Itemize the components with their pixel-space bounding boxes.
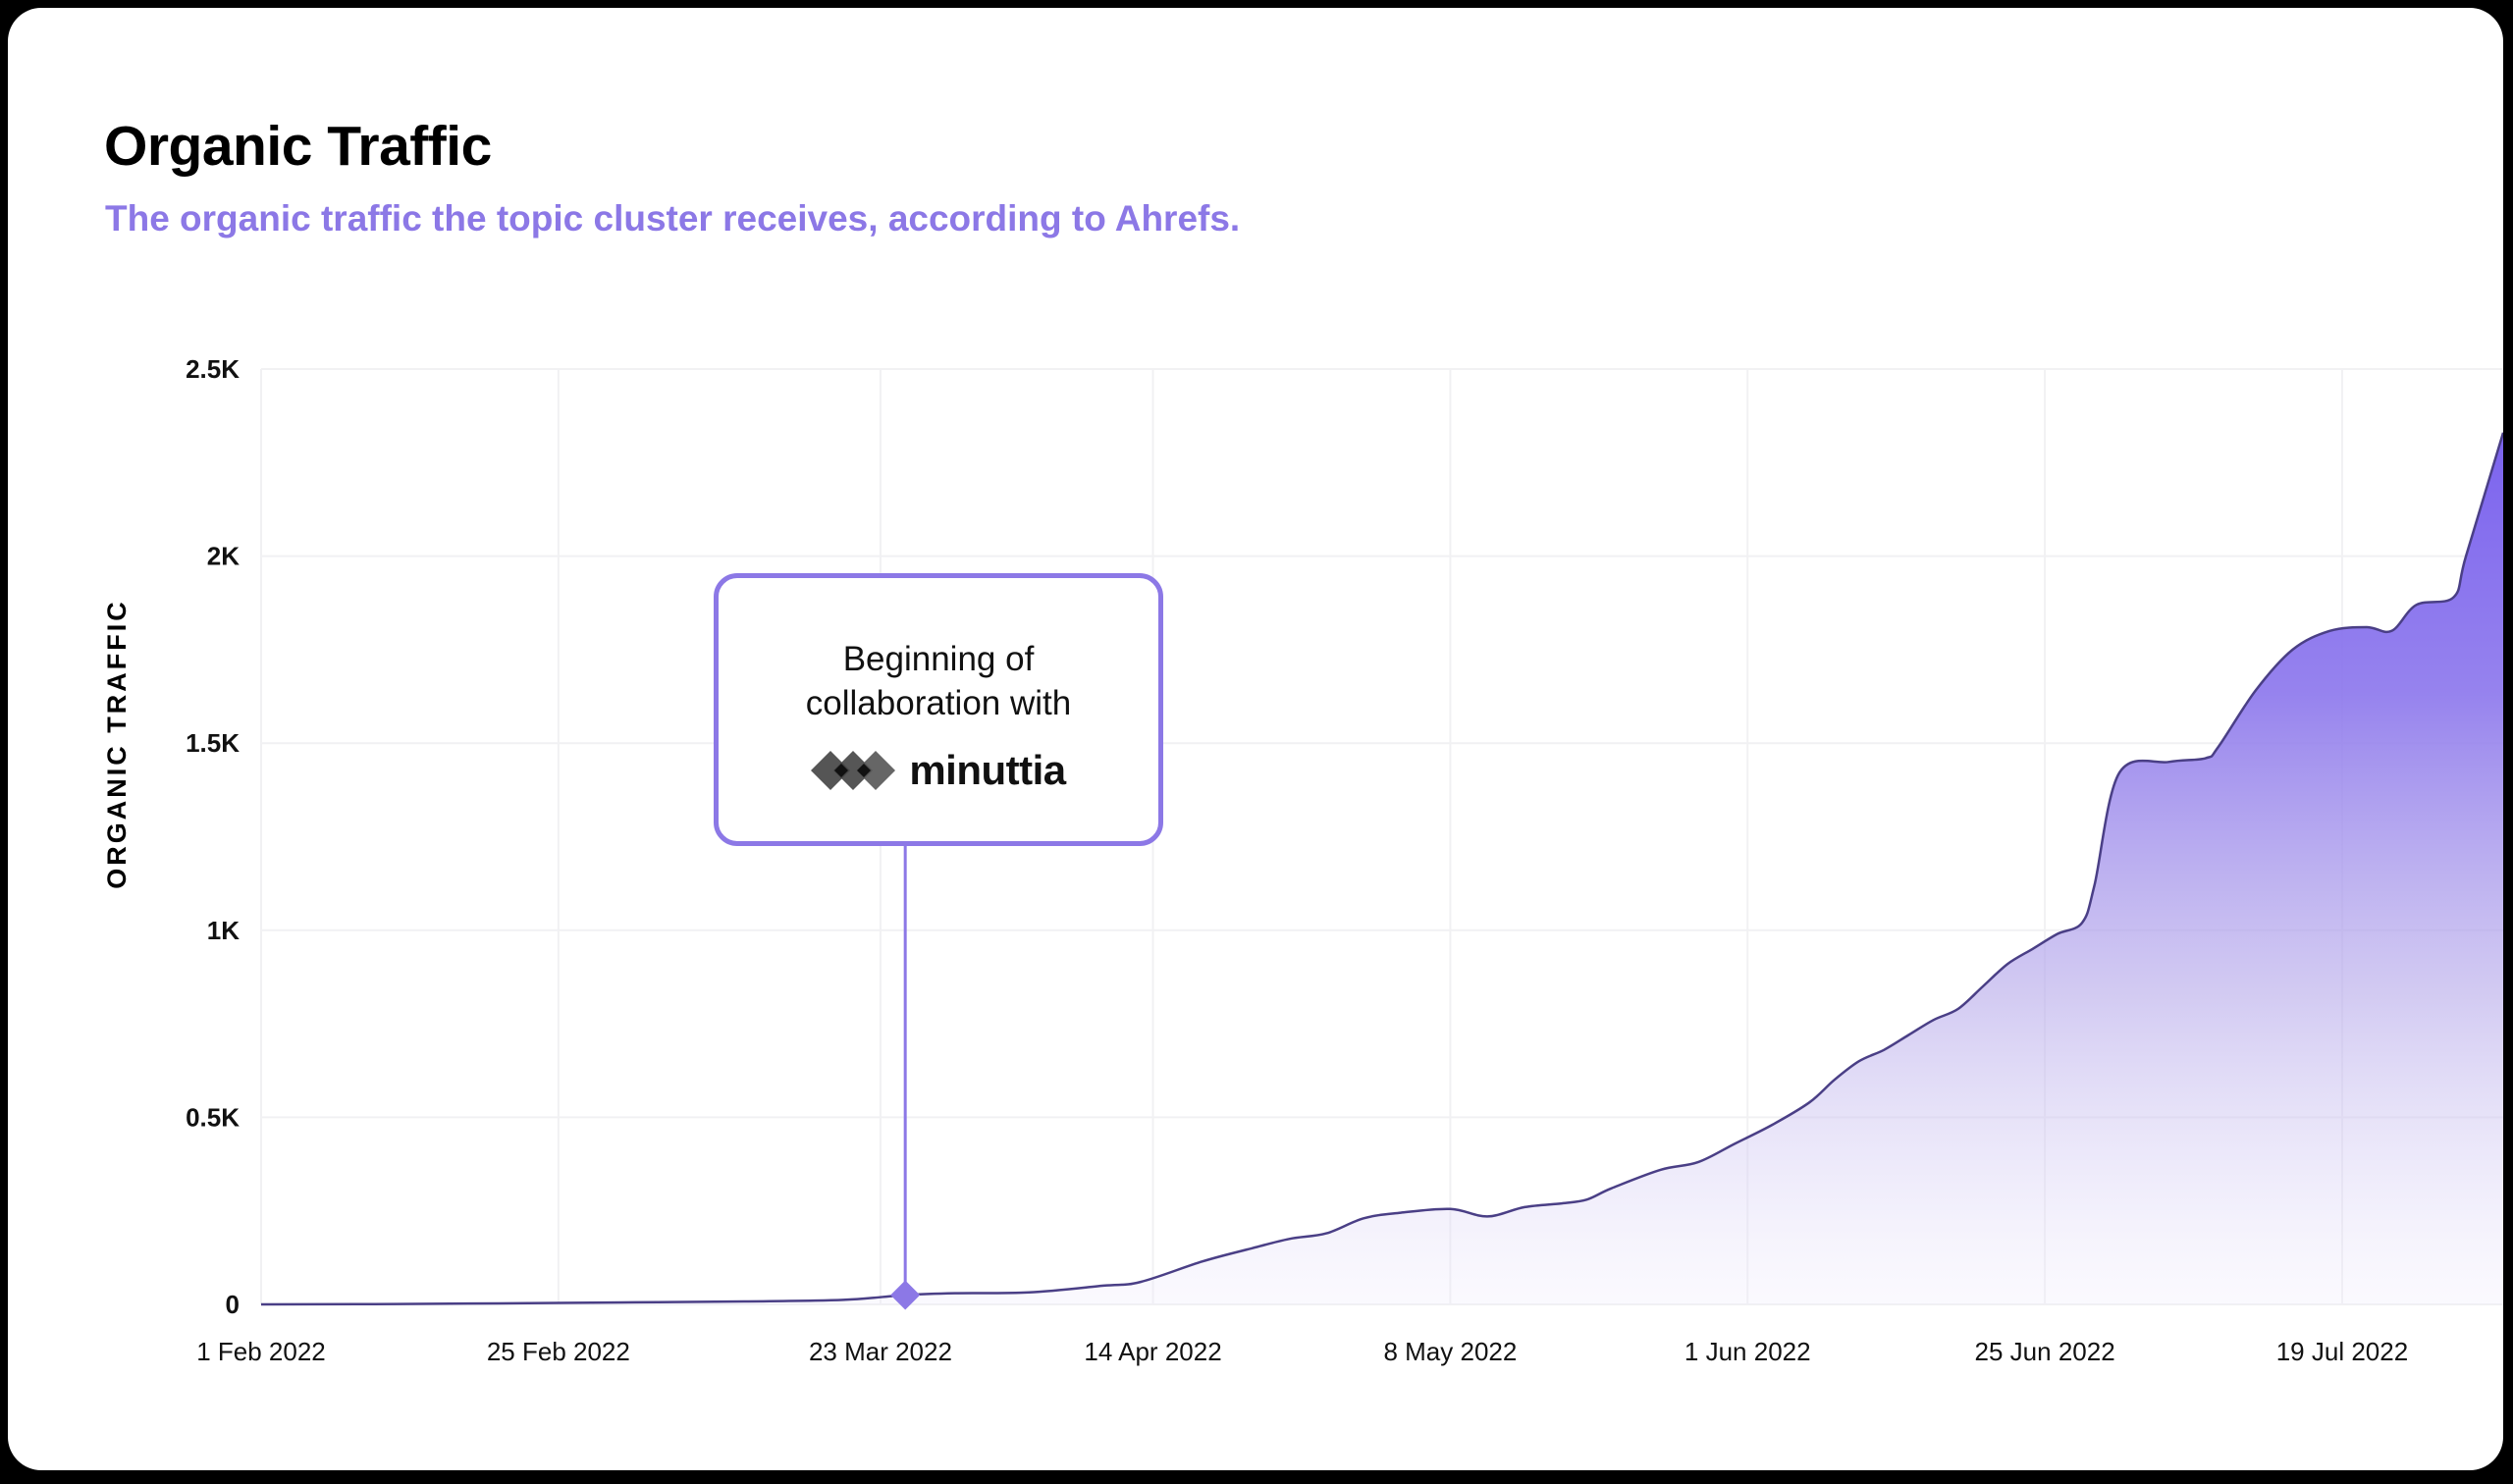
area-chart: 0 0.5K 1K 1.5K 2K 2.5K 1 Feb 2022 25 Feb 2022 2… — [102, 354, 2503, 1366]
x-tick-label: 8 May 2022 — [1383, 1337, 1517, 1366]
annotation-marker — [890, 844, 921, 1310]
y-axis-title: ORGANIC TRAFFIC — [102, 599, 132, 888]
x-tick-label: 19 Jul 2022 — [2276, 1337, 2408, 1366]
y-tick-label: 2K — [207, 542, 240, 571]
y-tick-label: 0 — [226, 1290, 240, 1319]
y-tick-label: 2.5K — [186, 354, 240, 384]
x-tick-label: 1 Jun 2022 — [1684, 1337, 1811, 1366]
series-area — [260, 432, 2503, 1306]
annotation-callout: Beginning of collaboration with minuttia — [714, 573, 1163, 846]
x-tick-label: 23 Mar 2022 — [809, 1337, 952, 1366]
x-tick-label: 14 Apr 2022 — [1084, 1337, 1221, 1366]
minuttia-logo-icon — [811, 751, 896, 790]
y-tick-label: 0.5K — [186, 1102, 240, 1132]
grid-lines — [260, 368, 2503, 1305]
brand-name: minuttia — [909, 747, 1066, 793]
x-tick-label: 25 Jun 2022 — [1975, 1337, 2115, 1366]
chart-card: Organic Traffic The organic traffic the … — [8, 8, 2503, 1470]
chart-title: Organic Traffic — [104, 115, 492, 178]
annotation-point — [890, 1280, 921, 1310]
y-tick-label: 1K — [207, 916, 240, 945]
y-tick-label: 1.5K — [186, 728, 240, 758]
chart-subtitle: The organic traffic the topic cluster re… — [105, 198, 1241, 238]
x-tick-label: 1 Feb 2022 — [196, 1337, 326, 1366]
series-line — [260, 432, 2503, 1306]
annotation-text: Beginning of collaboration with — [805, 640, 1072, 722]
x-tick-label: 25 Feb 2022 — [487, 1337, 630, 1366]
series-area-fill — [261, 432, 2503, 1304]
brand-lockup: minuttia — [719, 747, 1158, 794]
x-axis-ticks: 1 Feb 2022 25 Feb 2022 23 Mar 2022 14 Apr 2… — [196, 1337, 2408, 1366]
y-axis-ticks: 0 0.5K 1K 1.5K 2K 2.5K — [186, 354, 240, 1319]
